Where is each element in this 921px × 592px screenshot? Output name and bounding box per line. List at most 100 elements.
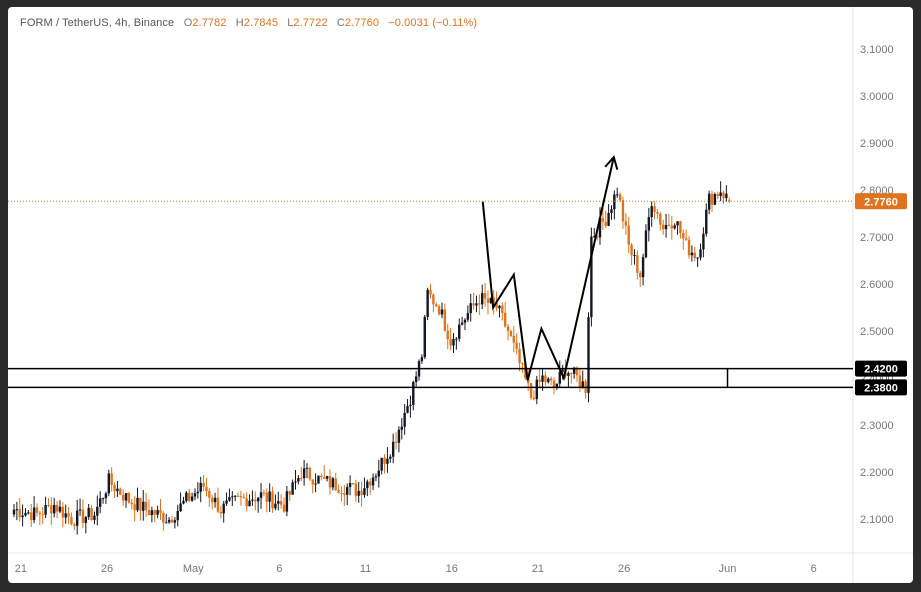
candle-body <box>613 194 616 210</box>
candle-body <box>285 491 289 512</box>
candle-body <box>687 239 691 256</box>
candle-body <box>466 313 470 320</box>
candle-body <box>346 487 349 495</box>
candle-body <box>139 497 142 511</box>
candle-body <box>420 357 424 362</box>
candle-body <box>446 330 449 340</box>
candle-body <box>348 483 352 488</box>
candle-body <box>291 482 294 495</box>
candle-body <box>673 225 676 229</box>
candle-body <box>170 519 174 523</box>
candle-body <box>208 491 211 498</box>
candle-body <box>325 476 329 479</box>
candle-body <box>710 193 714 205</box>
candle-body <box>228 497 231 501</box>
level-price-badge <box>855 379 907 396</box>
candle-body <box>311 479 314 485</box>
candle-body <box>719 192 722 196</box>
candle-body <box>302 468 306 479</box>
candle-body <box>55 504 59 512</box>
candle-body <box>50 505 53 514</box>
candle-body <box>343 492 346 495</box>
candle-body <box>547 378 550 383</box>
candle-body <box>84 516 88 523</box>
x-tick-label: 21 <box>532 563 544 575</box>
symbol-legend: FORM / TetherUS, 4h, Binance O2.7782 H2.… <box>20 17 483 29</box>
candle-body <box>481 293 484 305</box>
candle-body <box>225 500 228 504</box>
price-chart[interactable]: 2.10002.20002.30002.40002.50002.60002.70… <box>8 7 913 583</box>
candle-body <box>518 348 521 364</box>
candle-body <box>165 522 168 524</box>
candle-body <box>432 294 435 305</box>
candle-body <box>653 206 656 212</box>
candle-body <box>44 504 47 515</box>
candle-body <box>684 238 688 240</box>
candle-body <box>707 193 711 210</box>
candle-body <box>696 257 699 259</box>
candle-body <box>231 496 234 498</box>
candle-body <box>78 509 82 511</box>
candle-body <box>334 478 337 490</box>
candle-body <box>412 382 415 405</box>
candle-body <box>529 383 533 398</box>
candle-body <box>667 225 671 227</box>
candle-body <box>452 338 455 346</box>
candle-body <box>265 492 268 502</box>
candle-body <box>136 497 139 511</box>
candle-body <box>153 510 156 515</box>
candle-body <box>156 510 159 515</box>
candle-body <box>526 378 530 384</box>
candle-body <box>357 490 360 496</box>
y-tick-label: 2.7000 <box>860 232 894 244</box>
candle-body <box>509 331 513 336</box>
candle-body <box>110 473 113 485</box>
candle-body <box>679 221 682 234</box>
candle-body <box>328 476 332 488</box>
high-value: 2.7845 <box>243 17 279 29</box>
candle-body <box>656 211 659 214</box>
level-price-label: 2.3800 <box>864 382 898 394</box>
candle-body <box>575 367 579 376</box>
candle-body <box>639 272 642 278</box>
candle-body <box>549 378 553 381</box>
level-price-label: 2.4200 <box>864 364 898 376</box>
candle-body <box>113 484 116 492</box>
candle-body <box>360 490 363 496</box>
candle-body <box>532 397 536 400</box>
x-tick-label: 16 <box>446 563 458 575</box>
candle-body <box>314 483 317 485</box>
candle-body <box>641 257 645 278</box>
candle-body <box>676 221 679 226</box>
candle-body <box>380 457 383 471</box>
candle-body <box>607 212 610 226</box>
candle-body <box>35 507 39 513</box>
candle-body <box>503 312 507 327</box>
candle-body <box>219 511 223 514</box>
candle-body <box>515 342 518 349</box>
candle-body <box>659 213 662 225</box>
change-value: −0.0031 (−0.11%) <box>388 17 478 29</box>
candle-body <box>478 303 481 305</box>
candle-body <box>621 200 625 222</box>
candle-body <box>383 457 386 464</box>
candle-body <box>259 492 263 498</box>
candle-body <box>93 515 96 521</box>
candle-body <box>127 493 131 503</box>
candle-body <box>693 252 696 259</box>
candle-body <box>211 497 214 503</box>
candle-body <box>262 492 266 494</box>
candle-body <box>199 482 202 492</box>
candle-body <box>64 513 67 518</box>
candle-body <box>107 473 110 494</box>
candle-body <box>633 255 636 257</box>
candle-body <box>38 512 42 515</box>
candle-body <box>544 375 547 383</box>
candle-body <box>555 383 559 388</box>
high-key: H <box>235 17 244 29</box>
candle-body <box>297 477 300 482</box>
candle-body <box>440 309 444 315</box>
candle-body <box>15 509 19 511</box>
candle-body <box>535 379 538 400</box>
candle-body <box>256 497 260 502</box>
